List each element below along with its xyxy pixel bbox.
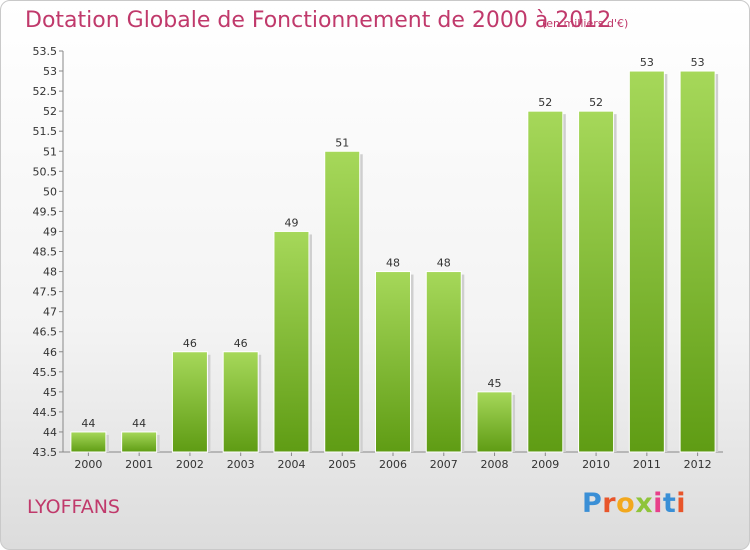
bar-value-label: 53	[691, 56, 705, 69]
bar-value-label: 53	[640, 56, 654, 69]
bar	[375, 271, 411, 453]
y-tick-label: 47	[43, 306, 57, 319]
bar	[425, 271, 462, 453]
bar	[273, 230, 310, 453]
x-tick-label: 2009	[531, 458, 559, 471]
x-tick-label: 2010	[582, 458, 610, 471]
bar-value-label: 49	[284, 216, 298, 229]
bar	[476, 391, 513, 453]
bar	[679, 70, 716, 453]
y-tick-label: 53.5	[33, 45, 58, 58]
y-tick-label: 46	[43, 346, 57, 359]
x-tick-label: 2004	[277, 458, 305, 471]
chart-bars: 44 44 46 46 49 51 48 48 45 52 52 53 53	[70, 56, 719, 453]
chart-axes: 43.5 44 44.5 45 45.5 46 46.5 47 47.5 48 48.5 49 49.5…	[33, 45, 723, 471]
x-tick-label: 2002	[176, 458, 204, 471]
bar-value-label: 44	[81, 417, 95, 430]
x-tick-label: 2001	[125, 458, 153, 471]
bar	[222, 351, 259, 453]
bar	[527, 110, 564, 453]
logo-letter: i	[676, 488, 687, 519]
y-tick-label: 49.5	[33, 205, 58, 218]
x-tick-label: 2007	[430, 458, 458, 471]
y-tick-label: 51.5	[33, 125, 58, 138]
bar	[171, 351, 208, 453]
y-tick-label: 47.5	[33, 286, 58, 299]
x-tick-label: 2005	[328, 458, 356, 471]
y-tick-label: 44.5	[33, 406, 58, 419]
bar-value-label: 44	[132, 417, 146, 430]
y-tick-label: 53	[43, 65, 57, 78]
y-tick-label: 44	[43, 426, 57, 439]
bar	[628, 70, 665, 453]
logo-letter: t	[662, 488, 677, 519]
y-tick-label: 45.5	[33, 366, 58, 379]
bar-value-label: 51	[335, 136, 349, 149]
bar	[70, 431, 107, 453]
chart-title: Dotation Globale de Fonctionnement de 20…	[25, 8, 612, 33]
city-name: LYOFFANS	[27, 496, 120, 518]
bar-value-label: 46	[183, 337, 197, 350]
x-tick-label: 2012	[684, 458, 712, 471]
bar-value-label: 48	[437, 257, 451, 270]
bar-value-label: 45	[488, 377, 502, 390]
y-tick-label: 46.5	[33, 326, 58, 339]
unit-label: (en milliers d'€)	[542, 17, 629, 30]
y-tick-label: 45	[43, 386, 57, 399]
bar	[578, 110, 615, 453]
y-tick-label: 49	[43, 225, 57, 238]
bar	[121, 431, 158, 453]
y-tick-label: 43.5	[33, 446, 58, 459]
x-tick-label: 2008	[481, 458, 509, 471]
y-tick-label: 48.5	[33, 246, 58, 259]
logo-letter: r	[602, 488, 617, 519]
x-tick-label: 2000	[74, 458, 102, 471]
logo-letter: P	[582, 488, 603, 519]
bar-value-label: 48	[386, 257, 400, 270]
y-tick-label: 50	[43, 185, 57, 198]
bar	[324, 150, 361, 453]
proxiti-logo[interactable]: Proxiti	[582, 488, 686, 519]
bar-value-label: 52	[589, 96, 603, 109]
bar-value-label: 46	[234, 337, 248, 350]
y-tick-label: 52.5	[33, 85, 58, 98]
x-tick-label: 2011	[633, 458, 661, 471]
y-tick-label: 52	[43, 105, 57, 118]
y-tick-label: 50.5	[33, 165, 58, 178]
x-tick-label: 2003	[227, 458, 255, 471]
x-tick-label: 2006	[379, 458, 407, 471]
logo-letter: i	[653, 488, 663, 519]
logo-letter: x	[635, 488, 654, 519]
y-tick-label: 51	[43, 145, 57, 158]
logo-letter: o	[616, 488, 636, 519]
bar-value-label: 52	[538, 96, 552, 109]
y-tick-label: 48	[43, 266, 57, 279]
